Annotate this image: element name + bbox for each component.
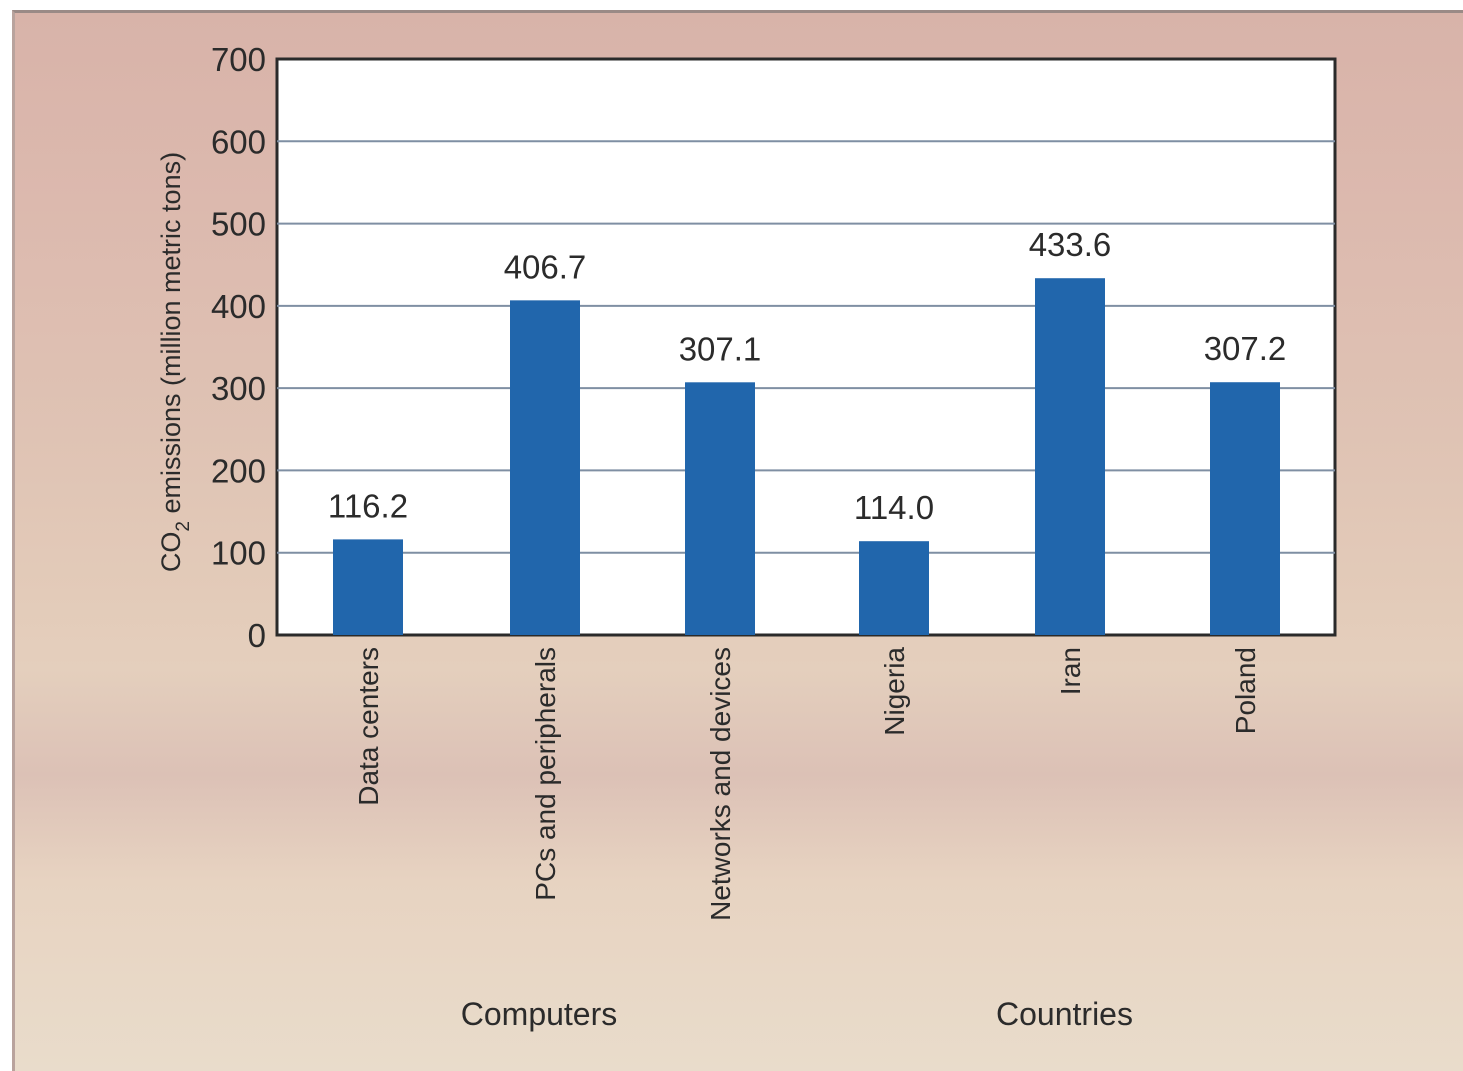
data-label: 406.7 <box>504 248 587 285</box>
y-axis-label: CO2 emissions (million metric tons) <box>156 152 194 572</box>
y-tick-label: 400 <box>211 288 266 325</box>
category-label: Iran <box>1055 647 1086 695</box>
group-label: Computers <box>461 996 618 1032</box>
bar <box>1035 278 1105 635</box>
y-tick-label: 0 <box>248 617 266 654</box>
group-label: Countries <box>996 996 1133 1032</box>
plot-area <box>275 57 1337 637</box>
y-axis-label-sub: 2 <box>173 521 194 532</box>
y-tick-label: 600 <box>211 123 266 160</box>
bar <box>859 541 929 635</box>
category-label: Nigeria <box>879 647 910 736</box>
y-axis-label-post: emissions (million metric tons) <box>156 152 186 521</box>
data-label: 307.1 <box>679 330 762 367</box>
y-tick-label: 200 <box>211 452 266 489</box>
bar <box>333 539 403 635</box>
category-labels: Data centers PCs and peripherals Networks … <box>353 647 1261 921</box>
bar <box>1210 382 1280 635</box>
category-label: Data centers <box>353 647 384 806</box>
y-axis-label-pre: CO <box>156 532 186 573</box>
y-tick-label: 100 <box>211 535 266 572</box>
group-labels: Computers Countries <box>461 996 1133 1032</box>
y-tick-labels: 0 100 200 300 400 500 600 700 <box>211 41 266 654</box>
category-label: Poland <box>1230 647 1261 734</box>
gridlines <box>277 140 1335 554</box>
y-tick-label: 500 <box>211 206 266 243</box>
data-label: 433.6 <box>1029 226 1112 263</box>
category-label: PCs and peripherals <box>530 647 561 901</box>
bars <box>333 278 1280 635</box>
bar <box>510 300 580 635</box>
category-label: Networks and devices <box>705 647 736 921</box>
bar <box>685 382 755 635</box>
y-tick-label: 700 <box>211 41 266 78</box>
data-label: 307.2 <box>1204 330 1287 367</box>
y-tick-label: 300 <box>211 370 266 407</box>
data-label: 116.2 <box>328 487 408 524</box>
data-labels: 116.2 406.7 307.1 114.0 433.6 307.2 <box>328 226 1286 526</box>
data-label: 114.0 <box>854 489 934 526</box>
